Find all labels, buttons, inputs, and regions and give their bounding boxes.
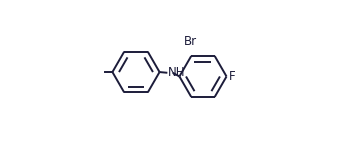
Text: Br: Br — [184, 35, 197, 48]
Text: F: F — [229, 70, 236, 83]
Text: NH: NH — [168, 66, 186, 79]
